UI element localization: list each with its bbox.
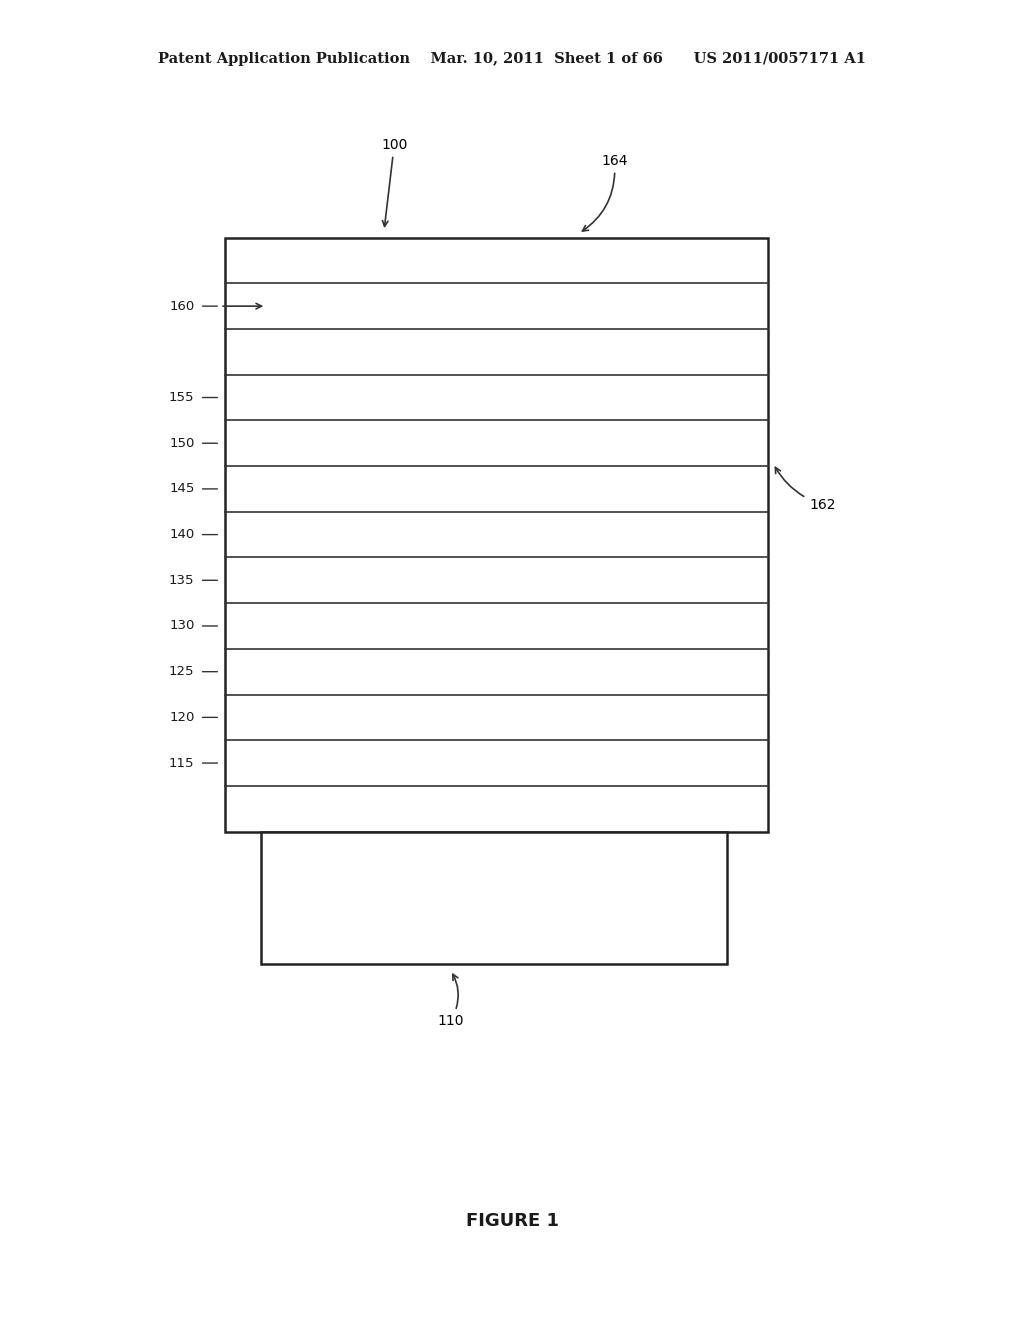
Text: 120: 120 <box>169 711 195 723</box>
FancyBboxPatch shape <box>261 832 727 964</box>
Text: 135: 135 <box>169 574 195 587</box>
Text: 140: 140 <box>169 528 195 541</box>
Text: 164: 164 <box>583 153 628 231</box>
Text: 130: 130 <box>169 619 195 632</box>
Text: 110: 110 <box>437 974 464 1028</box>
Text: 150: 150 <box>169 437 195 450</box>
Text: 160: 160 <box>169 300 195 313</box>
Text: 155: 155 <box>169 391 195 404</box>
Text: 145: 145 <box>169 482 195 495</box>
Text: 115: 115 <box>169 756 195 770</box>
Text: FIGURE 1: FIGURE 1 <box>466 1212 558 1230</box>
Text: 162: 162 <box>775 467 836 512</box>
FancyBboxPatch shape <box>225 238 768 832</box>
Text: 125: 125 <box>169 665 195 678</box>
Text: 100: 100 <box>381 137 408 227</box>
Text: Patent Application Publication    Mar. 10, 2011  Sheet 1 of 66      US 2011/0057: Patent Application Publication Mar. 10, … <box>158 53 866 66</box>
